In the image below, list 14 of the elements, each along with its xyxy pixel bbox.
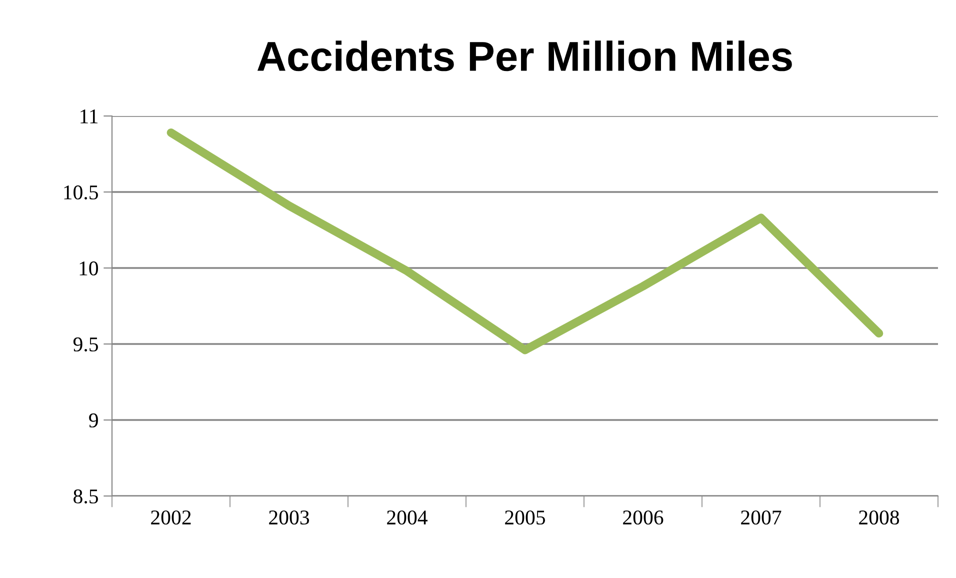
x-tick-label: 2007 [741, 510, 782, 525]
y-tick-label: 9.5 [73, 337, 98, 352]
x-tick-label: 2003 [269, 510, 310, 525]
x-tick-label: 2006 [623, 510, 664, 525]
y-tick-label: 9 [89, 413, 98, 428]
x-tick-label: 2005 [505, 510, 546, 525]
chart-title: Accidents Per Million Miles [257, 40, 792, 72]
y-tick-label: 10 [80, 261, 98, 276]
y-tick-label: 10.5 [64, 185, 98, 200]
y-tick-label: 8.5 [74, 489, 98, 504]
x-tick-label: 2008 [859, 510, 900, 525]
x-tick-label: 2004 [387, 510, 428, 525]
y-tick-label: 11 [80, 109, 98, 124]
x-tick-label: 2002 [151, 510, 191, 525]
